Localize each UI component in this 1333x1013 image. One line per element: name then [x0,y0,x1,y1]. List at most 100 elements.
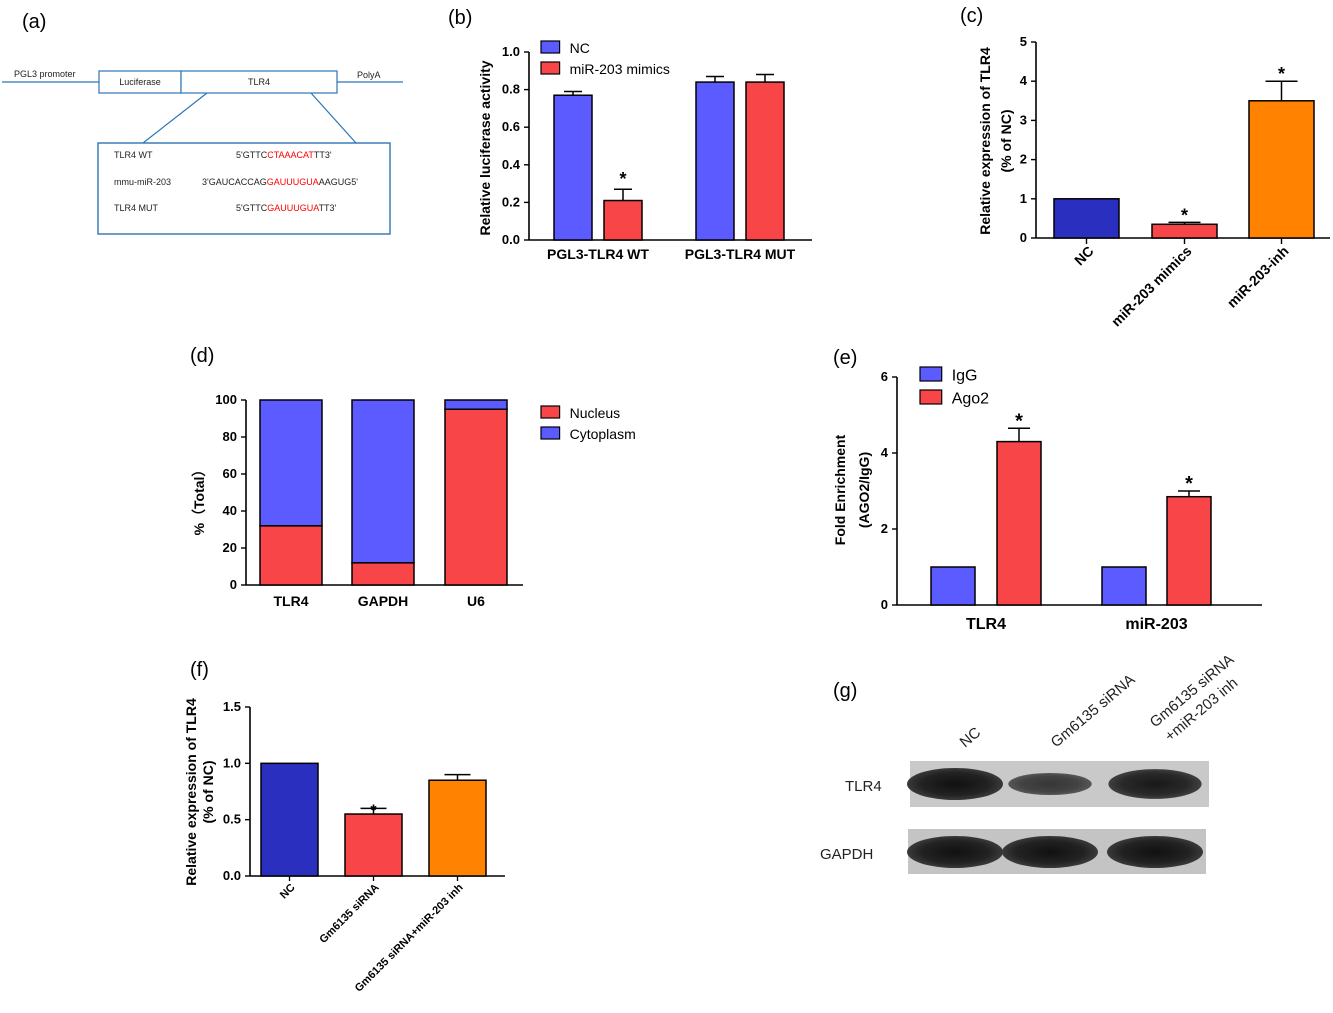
bar [344,813,403,877]
x-category-label: U6 [467,593,485,609]
panel-label-b: (b) [448,7,472,29]
y-tick-label: 0 [1020,230,1027,245]
y-tick-label: 0.5 [223,812,241,827]
panel-label-c: (c) [960,5,983,27]
bar [695,81,735,241]
x-category-label: Gm6135 siRNA [317,882,381,946]
bar [1248,100,1315,239]
significance-marker: * [619,169,626,189]
legend-label: NC [570,40,590,56]
blot-row-label: GAPDH [820,846,873,863]
legend-swatch [919,366,943,382]
y-tick-label: 0 [881,597,888,612]
chart-e-rip: 0 2 4 6 Fold Enrichment (AGO2/IgG) * TLR4 * miR-2… [832,366,1262,633]
blot-band [1108,769,1202,799]
y-tick-label: 1 [1020,191,1027,206]
seq-row-name: TLR4 WT [114,150,153,160]
legend-swatch [540,405,561,419]
stacked-bar-segment [444,408,508,586]
bar [260,762,319,877]
bar [603,199,643,241]
seq-row-sequence: 5'GTTCGAUUUGUATT3' [236,203,337,213]
seq-row-sequence: 5'GTTCCTAAACATTT3' [236,150,332,160]
y-tick-label: 1.5 [223,699,241,714]
y-axis-title: Relative luciferase activity [477,60,493,235]
luciferase-label: Luciferase [119,77,161,87]
y-tick-label: 0.2 [502,194,520,209]
y-tick-label: 80 [223,429,237,444]
panel-label-f: (f) [190,659,209,681]
y-tick-label: 0.0 [502,232,520,247]
bar [1053,198,1120,239]
chart-d-subcellular: 0 20 40 60 80 100 %（Total） TLR4 GAPDH U6 Nucleus Cy… [191,392,636,609]
chart-f-tlr4-expression: 0.0 0.5 1.0 1.5 Relative expression of TLR4(… [183,698,505,995]
x-category-label: NC [278,882,298,902]
legend-label: miR-203 mimics [570,61,670,77]
significance-marker: * [1278,64,1285,84]
y-tick-label: 0.6 [502,119,520,134]
blot-band [907,836,1003,868]
bar [1101,566,1147,606]
y-tick-label: 5 [1020,34,1027,49]
blot-band [1107,836,1203,868]
panel-label-e: (e) [833,347,857,369]
legend-label: Cytoplasm [570,426,636,442]
polya-label: PolyA [357,70,381,80]
panel-label-g: (g) [833,680,857,702]
x-category-label: miR-203 mimics [1108,243,1195,330]
y-tick-label: 0 [230,577,237,592]
blot-lane-label: NC [957,724,985,751]
panel-label-d: (d) [190,345,214,367]
y-tick-label: 4 [881,445,889,460]
stacked-bar-segment [259,399,323,527]
y-axis-title-units: (% of NC) [998,110,1014,173]
bar [1151,223,1218,239]
y-axis-title: Relative expression of TLR4 [977,47,993,235]
significance-marker: * [370,802,377,819]
y-tick-label: 60 [223,466,237,481]
x-category-label: GAPDH [358,593,409,609]
x-category-label: TLR4 [966,616,1006,633]
chart-b-luciferase: 0.0 0.2 0.4 0.6 0.8 1.0 Relative luciferase ac… [477,40,812,262]
significance-marker: * [1181,205,1188,225]
stacked-bar-segment [259,525,323,586]
legend-label: Ago2 [952,391,989,408]
bar [930,566,976,606]
x-category-label: NC [1071,243,1097,269]
bar [996,440,1042,606]
x-category-label: PGL3-TLR4 MUT [685,246,796,262]
bar [745,81,785,241]
y-tick-label: 40 [223,503,237,518]
y-tick-label: 100 [215,392,237,407]
x-category-label: miR-203-inh [1224,243,1292,311]
y-tick-label: 2 [1020,152,1027,167]
y-tick-label: 3 [1020,112,1027,127]
blot-band [1002,836,1098,868]
bar [553,94,593,241]
legend-swatch [919,389,943,405]
legend-swatch [540,40,561,54]
zoom-line-right [310,92,357,144]
seq-row-name: mmu-miR-203 [114,177,171,187]
x-category-label: PGL3-TLR4 WT [547,246,649,262]
stacked-bar-segment [351,399,415,564]
blot-band [1008,772,1092,796]
legend-swatch [540,61,561,75]
blot-row-label: TLR4 [845,778,882,795]
y-axis-title: Relative expression of TLR4 [183,698,199,886]
promoter-label: PGL3 promoter [14,69,76,79]
stacked-bar-segment [444,399,508,410]
y-tick-label: 0.0 [223,868,241,883]
seq-row-name: TLR4 MUT [114,203,159,213]
y-tick-label: 1.0 [502,44,520,59]
y-axis-title: %（Total） [191,463,207,536]
x-category-label: TLR4 [274,593,309,609]
stacked-bar-segment [351,562,415,586]
sequence-box [97,142,391,235]
zoom-line-left [142,92,208,144]
y-axis-title-units: (% of NC) [200,761,216,824]
y-tick-label: 4 [1020,73,1028,88]
legend-label: IgG [952,368,978,385]
seq-row-sequence: 3'GAUCACCAGGAUUUGUAAAGUG5' [202,177,358,187]
